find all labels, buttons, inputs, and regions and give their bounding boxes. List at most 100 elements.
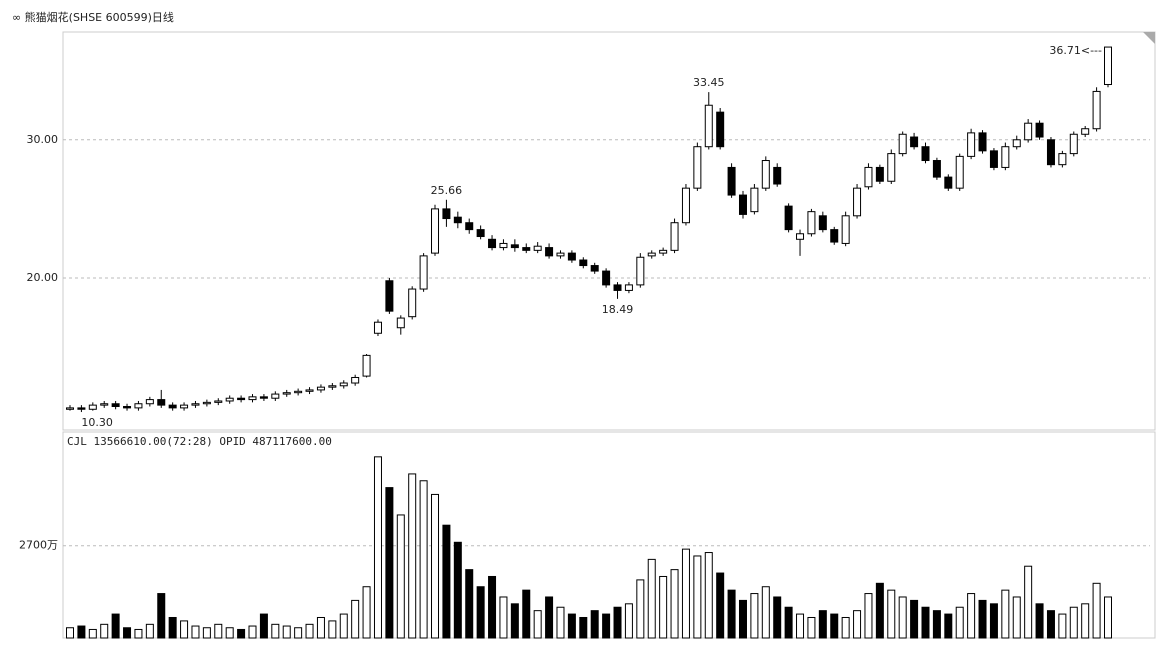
candle-body — [1069, 133, 1078, 155]
candle-body — [157, 399, 166, 406]
annotation: 36.71<--- — [1049, 44, 1102, 57]
volume-bar — [123, 627, 132, 639]
volume-bar — [750, 593, 759, 639]
volume-bar — [510, 603, 519, 639]
candle-body — [796, 233, 805, 240]
volume-bar — [328, 620, 337, 639]
volume-bar — [545, 596, 554, 639]
candle-body — [385, 280, 394, 312]
volume-bar — [373, 456, 382, 639]
volume-bar — [419, 480, 428, 639]
volume-bar — [853, 610, 862, 639]
volume-bar — [670, 569, 679, 639]
candle-body — [202, 401, 211, 405]
volume-bar — [693, 555, 702, 639]
volume-bar — [476, 586, 485, 639]
price-panel — [62, 31, 1156, 431]
candle-body — [875, 166, 884, 182]
candle-body — [488, 238, 497, 249]
volume-bar — [214, 623, 223, 639]
candle-body — [738, 194, 747, 215]
volume-bar — [465, 569, 474, 639]
volume-bar — [624, 603, 633, 639]
corner-marker — [1143, 32, 1155, 44]
volume-bar — [1024, 565, 1033, 639]
volume-bar — [613, 606, 622, 639]
volume-bar — [271, 623, 280, 639]
volume-bar — [1092, 582, 1101, 639]
candle-body — [955, 155, 964, 189]
volume-bar — [1081, 603, 1090, 639]
candle-body — [1024, 122, 1033, 141]
volume-bar — [681, 548, 690, 639]
candle-body — [1012, 139, 1021, 148]
volume-bar — [967, 593, 976, 639]
candle-body — [476, 229, 485, 238]
candle-body — [967, 132, 976, 157]
volume-bar — [157, 593, 166, 639]
candle-body — [100, 403, 109, 406]
candle-body — [898, 133, 907, 155]
candle-body — [316, 386, 325, 391]
candle-body — [807, 211, 816, 235]
candle-body — [681, 187, 690, 224]
candle-body — [1104, 46, 1112, 86]
volume-bar — [887, 589, 896, 639]
volume-bar — [1001, 589, 1010, 639]
volume-bar — [590, 610, 599, 639]
candle-body — [613, 284, 622, 291]
candle-body — [864, 166, 873, 188]
volume-bar — [579, 616, 588, 639]
volume-label: CJL 13566610.00(72:28) OPID 487117600.00 — [67, 435, 332, 448]
volume-bar — [647, 558, 656, 639]
volume-bar — [796, 613, 805, 639]
candle-body — [191, 403, 200, 406]
candle-body — [659, 249, 668, 254]
candle-body — [1058, 153, 1067, 166]
candle-body — [944, 176, 953, 189]
candle-body — [727, 166, 736, 196]
volume-bar — [1035, 603, 1044, 639]
candle-body — [396, 317, 405, 329]
volume-bar — [1058, 613, 1067, 639]
volume-bar — [180, 620, 189, 639]
y-tick-label: 2700万 — [19, 539, 58, 552]
candle-body — [351, 376, 360, 384]
candle-body — [66, 407, 74, 410]
candle-body — [77, 407, 86, 410]
volume-bar — [727, 589, 736, 639]
volume-bar — [944, 613, 953, 639]
candle-body — [442, 208, 451, 220]
volume-bar — [932, 610, 941, 639]
candle-body — [111, 403, 120, 408]
candle-body — [259, 396, 268, 399]
candle-body — [716, 111, 725, 148]
volume-bar — [351, 599, 360, 639]
volume-bar — [875, 582, 884, 639]
volume-bar — [1012, 596, 1021, 639]
volume-bar — [408, 473, 417, 639]
volume-bar — [556, 606, 565, 639]
volume-bar — [202, 627, 211, 639]
candle-body — [853, 187, 862, 217]
candle-body — [510, 244, 519, 249]
volume-bar — [259, 613, 268, 639]
candle-body — [305, 389, 314, 392]
annotation: 10.30 — [81, 416, 113, 429]
candle-body — [545, 247, 554, 257]
volume-bar — [431, 493, 440, 639]
volume-bar — [1104, 596, 1112, 639]
candle-body — [989, 150, 998, 168]
candle-body — [647, 252, 656, 257]
candle-body — [921, 146, 930, 162]
candle-body — [373, 321, 382, 334]
volume-bar — [453, 541, 462, 639]
volume-bar — [533, 610, 542, 639]
volume-bar — [978, 599, 987, 639]
candle-body — [761, 160, 770, 189]
volume-bar — [88, 628, 97, 639]
volume-bar — [168, 616, 177, 639]
candle-body — [522, 247, 531, 251]
volume-bar — [134, 628, 143, 639]
